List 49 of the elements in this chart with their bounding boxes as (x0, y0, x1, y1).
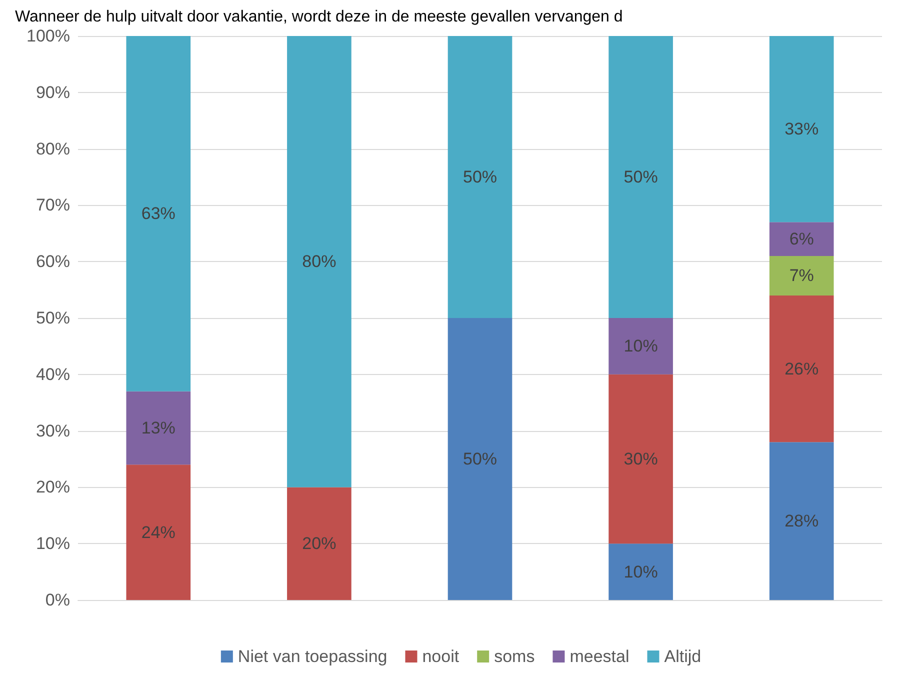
y-tick-label: 0% (45, 590, 70, 610)
y-tick-label: 60% (36, 252, 70, 272)
data-label: 80% (302, 252, 336, 272)
data-label: 13% (141, 418, 176, 438)
chart-title: Wanneer de hulp uitvalt door vakantie, wordt deze in de meeste gevallen vervangen d (15, 8, 623, 26)
bar (769, 295, 834, 442)
legend-label: soms (494, 647, 535, 666)
bar (608, 374, 673, 544)
data-label: 7% (789, 266, 814, 286)
y-tick-label: 40% (36, 364, 70, 384)
legend-label: Niet van toepassing (238, 647, 388, 666)
bar (608, 318, 673, 374)
data-label: 10% (624, 336, 658, 356)
data-label: 28% (784, 512, 819, 531)
data-label: 50% (462, 450, 498, 468)
bar (448, 36, 512, 318)
bar (769, 256, 834, 296)
data-label: 26% (784, 359, 819, 378)
data-label: 6% (789, 230, 814, 249)
data-label: 20% (302, 534, 336, 554)
bar (287, 487, 352, 600)
bar (448, 318, 512, 600)
legend-label: nooit (422, 647, 460, 666)
y-tick-label: 100% (26, 26, 70, 46)
data-label: 10% (624, 562, 658, 582)
data-label: 33% (784, 120, 819, 139)
data-label: 30% (624, 450, 658, 468)
y-tick-label: 30% (36, 421, 70, 440)
data-label: 24% (141, 522, 176, 542)
bar (126, 36, 191, 392)
bar (769, 442, 834, 600)
legend-label: Altijd (664, 647, 702, 666)
y-tick-label: 90% (36, 82, 70, 102)
data-label: 63% (141, 204, 176, 224)
data-label: 50% (462, 168, 498, 186)
y-tick-label: 80% (36, 139, 70, 158)
bar (287, 36, 352, 488)
bar (126, 464, 191, 600)
y-tick-label: 70% (36, 196, 70, 215)
legend-label: meestal (570, 647, 630, 666)
bar (608, 36, 673, 318)
bar (769, 36, 834, 222)
bar (608, 544, 673, 600)
y-tick-label: 10% (36, 534, 70, 554)
bar (126, 391, 191, 465)
y-tick-label: 50% (36, 308, 70, 328)
data-label: 50% (624, 168, 658, 186)
bar (769, 222, 834, 256)
y-tick-label: 20% (36, 478, 70, 497)
